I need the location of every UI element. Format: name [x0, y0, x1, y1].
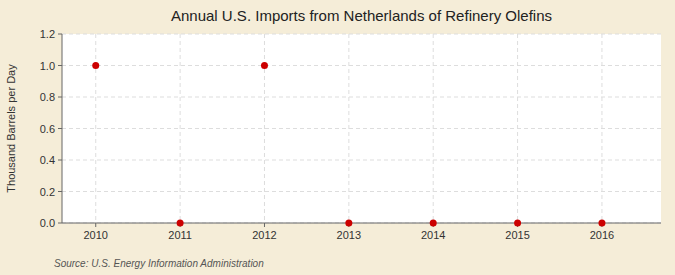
points: [92, 62, 605, 227]
y-tick-label: 0.4: [40, 154, 55, 166]
x-tick-label: 2016: [590, 229, 614, 241]
point: [92, 62, 99, 69]
plot-area: [62, 34, 661, 223]
y-tick-label: 1.0: [40, 60, 55, 72]
grid-line-x: [348, 34, 349, 223]
grid-line-y: [62, 128, 661, 129]
point: [598, 220, 605, 227]
x-tick: [95, 223, 96, 227]
x-tick-label: 2015: [505, 229, 529, 241]
x-tick-label: 2010: [84, 229, 108, 241]
point: [261, 62, 268, 69]
title: Annual U.S. Imports from Netherlands of …: [171, 7, 552, 24]
y-tick: [58, 34, 62, 35]
x-tick-label: 2011: [168, 229, 192, 241]
grid-line-y: [62, 160, 661, 161]
y-tick: [58, 160, 62, 161]
y-tick-label: 0.2: [40, 186, 55, 198]
y-tick: [58, 65, 62, 66]
grid-line-x: [180, 34, 181, 223]
grid: [62, 34, 661, 223]
x-tick-label: 2014: [421, 229, 445, 241]
point: [345, 220, 352, 227]
y-tick: [58, 191, 62, 192]
background: [0, 0, 675, 275]
grid-line-y: [62, 97, 661, 98]
y-axis-label: Thousand Barrels per Day: [5, 64, 17, 193]
x-tick-label: 2013: [337, 229, 361, 241]
grid-line-y: [62, 223, 661, 224]
y-tick-label: 0.6: [40, 123, 55, 135]
x-tick: [264, 223, 265, 227]
y-tick: [58, 97, 62, 98]
y-tick-label: 0.8: [40, 91, 55, 103]
y-tick-label: 1.2: [40, 28, 55, 40]
grid-line-y: [62, 65, 661, 66]
grid-line-x: [517, 34, 518, 223]
y-tick: [58, 223, 62, 224]
grid-line-y: [62, 191, 661, 192]
grid-line-x: [433, 34, 434, 223]
chart: 2010 2011 2012 2013 2014 2015 2016 0.0 0.2 0.4 0.6…: [0, 0, 675, 275]
y-tick-label: 0.0: [40, 217, 55, 229]
point: [430, 220, 437, 227]
x-axis-line: [62, 223, 661, 224]
grid-line-y: [62, 34, 661, 35]
point: [514, 220, 521, 227]
axes: 2010 2011 2012 2013 2014 2015 2016 0.0 0.2 0.4 0.6…: [40, 28, 661, 241]
grid-line-x: [601, 34, 602, 223]
point: [177, 220, 184, 227]
y-tick: [58, 128, 62, 129]
annotation: Source: U.S. Energy Information Administ…: [54, 258, 264, 269]
x-tick-label: 2012: [252, 229, 276, 241]
